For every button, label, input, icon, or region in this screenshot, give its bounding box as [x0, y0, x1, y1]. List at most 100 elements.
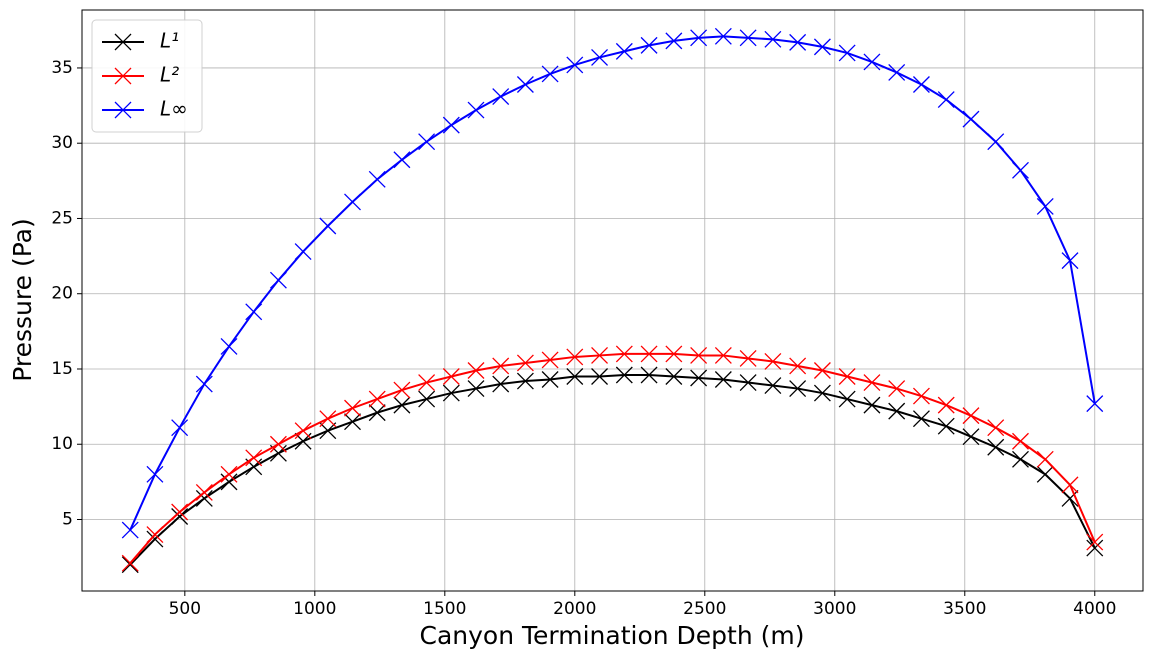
marker: [665, 345, 683, 363]
marker: [789, 380, 807, 398]
marker: [912, 410, 930, 428]
marker: [393, 151, 411, 169]
marker: [813, 38, 831, 56]
marker: [121, 521, 139, 539]
marker: [591, 48, 609, 66]
marker: [665, 368, 683, 385]
legend-label: L²: [160, 63, 179, 87]
marker: [1012, 432, 1029, 450]
legend-marker: [114, 67, 132, 85]
marker: [171, 508, 189, 525]
marker: [294, 422, 312, 440]
legend-label: L∞: [160, 97, 188, 121]
legend-label: L¹: [160, 29, 179, 53]
marker: [492, 375, 510, 393]
marker: [912, 387, 930, 405]
marker: [962, 110, 980, 128]
marker: [714, 27, 732, 45]
marker: [516, 76, 534, 93]
marker: [690, 346, 708, 364]
marker: [615, 42, 633, 60]
marker: [541, 65, 559, 83]
marker: [813, 384, 831, 402]
marker: [987, 419, 1005, 437]
legend-marker: [114, 101, 132, 119]
marker: [418, 390, 436, 408]
marker: [368, 404, 386, 422]
marker: [591, 346, 609, 364]
marker: [269, 435, 287, 453]
marker: [467, 380, 485, 398]
marker: [714, 346, 732, 364]
y-axis-label: Pressure (Pa): [8, 218, 37, 381]
x-tick-label: 1000: [293, 599, 336, 619]
marker: [1086, 395, 1104, 413]
marker: [541, 351, 559, 369]
marker: [146, 465, 164, 483]
marker: [146, 526, 164, 544]
marker: [591, 368, 609, 385]
marker: [962, 428, 980, 446]
marker: [640, 345, 658, 363]
marker: [516, 354, 534, 372]
marker: [220, 473, 238, 491]
marker: [937, 417, 955, 435]
marker: [467, 362, 485, 379]
marker: [294, 243, 312, 261]
marker: [368, 170, 386, 188]
marker: [1012, 161, 1029, 179]
x-tick-label: 2500: [683, 599, 726, 619]
y-tick-label: 10: [51, 434, 73, 454]
marker: [987, 438, 1005, 456]
marker: [418, 133, 436, 151]
marker: [121, 556, 139, 574]
marker: [863, 374, 881, 391]
marker: [121, 554, 139, 572]
marker: [1086, 539, 1104, 557]
y-tick-label: 15: [51, 359, 73, 379]
x-tick-label: 4000: [1073, 599, 1116, 619]
marker: [319, 217, 337, 235]
marker: [1036, 197, 1054, 215]
marker: [195, 375, 213, 393]
marker: [492, 88, 510, 106]
marker: [937, 396, 955, 414]
marker: [690, 29, 708, 47]
marker: [393, 396, 411, 414]
marker: [690, 369, 708, 387]
y-tick-label: 30: [51, 133, 73, 153]
marker: [1086, 533, 1104, 551]
marker: [516, 372, 534, 390]
marker: [714, 371, 732, 388]
marker: [789, 357, 807, 375]
y-tick-label: 20: [51, 284, 73, 304]
marker: [912, 76, 930, 93]
marker: [1061, 476, 1079, 494]
marker: [739, 374, 757, 391]
marker: [492, 357, 510, 375]
marker: [838, 44, 856, 62]
series-line: [129, 374, 1096, 566]
marker: [195, 483, 213, 501]
legend-box: [91, 19, 203, 133]
marker: [442, 368, 460, 385]
marker: [393, 381, 411, 399]
marker: [665, 32, 683, 50]
marker: [838, 390, 856, 408]
marker: [640, 366, 658, 384]
marker: [171, 503, 189, 521]
series-line: [129, 352, 1096, 564]
marker: [467, 101, 485, 119]
marker: [1061, 252, 1079, 270]
marker: [1036, 450, 1054, 468]
legend-marker: [114, 33, 132, 51]
marker: [541, 371, 559, 388]
marker: [269, 271, 287, 289]
plot-frame: [81, 9, 1144, 592]
marker: [888, 402, 906, 420]
x-tick-label: 1500: [423, 599, 466, 619]
x-tick-label: 3000: [813, 599, 856, 619]
marker: [863, 53, 881, 71]
marker: [220, 337, 238, 355]
marker: [442, 384, 460, 402]
